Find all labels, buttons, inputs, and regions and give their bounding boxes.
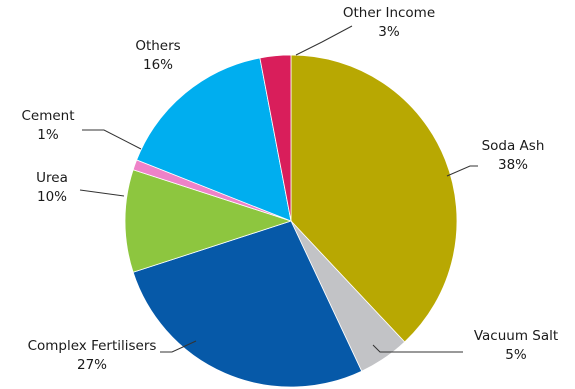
slice-value-cement: 1% bbox=[37, 127, 59, 143]
slice-value-complex-fertilisers: 27% bbox=[77, 357, 107, 373]
slice-name-others: Others bbox=[135, 38, 180, 54]
slice-value-other-income: 3% bbox=[378, 24, 400, 40]
slice-name-complex-fertilisers: Complex Fertilisers bbox=[28, 338, 157, 354]
pie-slice-soda-ash bbox=[290, 54, 458, 343]
slice-labels: Soda Ash 38% Vacuum Salt 5% Complex Fertilis… bbox=[21, 5, 558, 373]
slice-name-soda-ash: Soda Ash bbox=[482, 138, 545, 154]
slice-value-others: 16% bbox=[143, 57, 173, 73]
leader-line-urea bbox=[79, 189, 125, 197]
leader-line-vacuum-salt bbox=[372, 344, 463, 353]
slice-name-cement: Cement bbox=[21, 108, 74, 124]
leader-line-soda-ash bbox=[446, 165, 478, 177]
slice-name-urea: Urea bbox=[36, 170, 68, 186]
slice-name-vacuum-salt: Vacuum Salt bbox=[474, 328, 558, 344]
slice-value-soda-ash: 38% bbox=[498, 157, 528, 173]
pie-slice-others bbox=[136, 57, 292, 222]
leader-line-cement bbox=[82, 129, 142, 150]
pie-slices bbox=[124, 54, 458, 388]
leader-lines bbox=[79, 25, 478, 353]
pie-slice-urea bbox=[124, 169, 293, 273]
pie-slice-complex-fertilisers bbox=[132, 220, 363, 388]
slice-value-urea: 10% bbox=[37, 189, 67, 205]
leader-line-complex-fertilisers bbox=[160, 340, 197, 353]
pie-slice-other-income bbox=[259, 54, 292, 222]
slice-value-vacuum-salt: 5% bbox=[505, 347, 527, 363]
slice-name-other-income: Other Income bbox=[343, 5, 435, 21]
leader-line-other-income bbox=[295, 25, 353, 56]
